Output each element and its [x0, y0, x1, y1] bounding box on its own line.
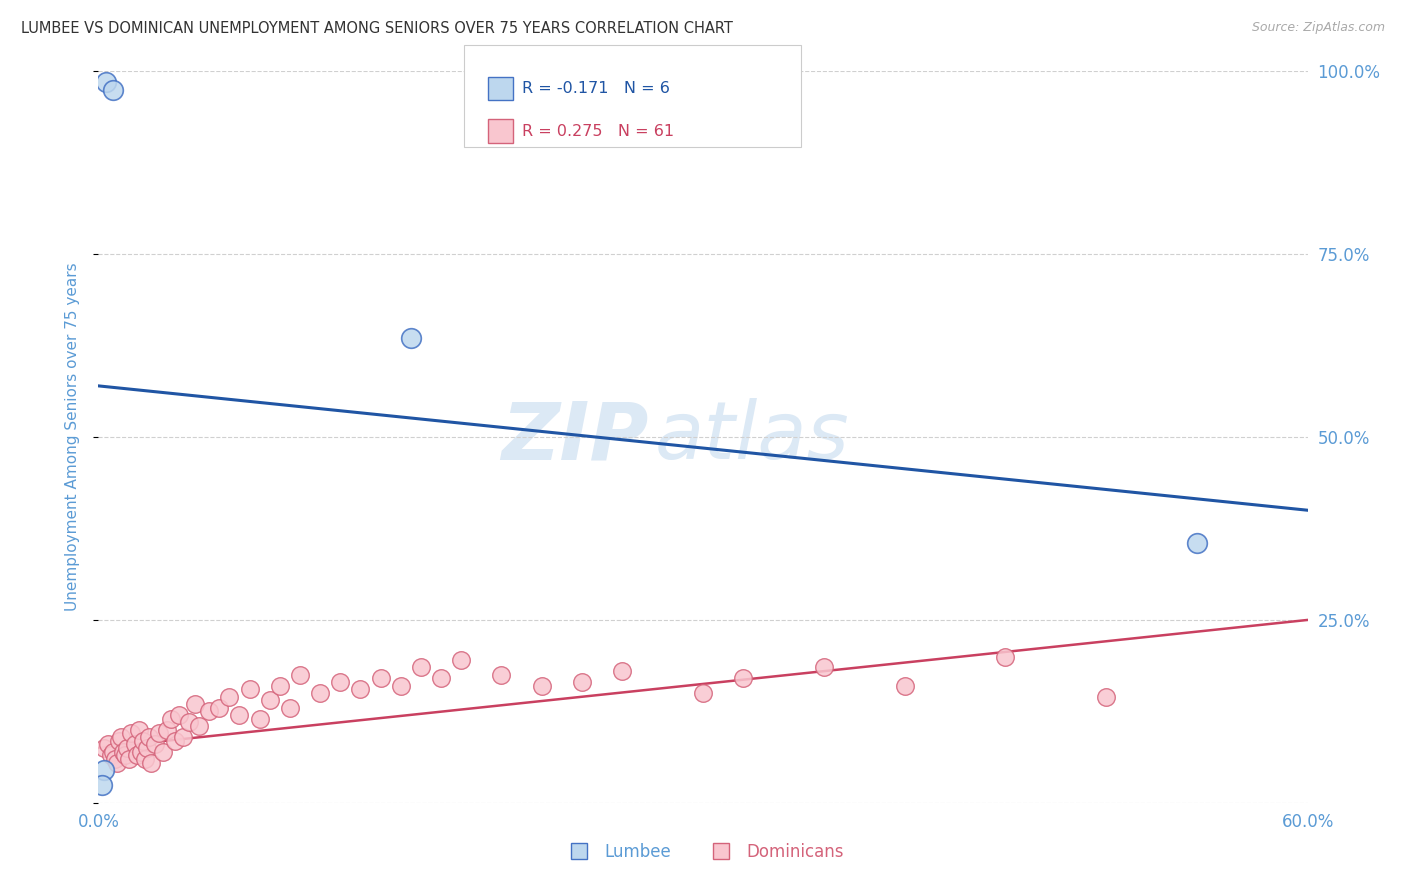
- Point: [389, 679, 412, 693]
- Point: [733, 672, 755, 686]
- Legend: Lumbee, Dominicans: Lumbee, Dominicans: [555, 837, 851, 868]
- Point: [101, 745, 124, 759]
- Point: [143, 737, 166, 751]
- Point: [134, 752, 156, 766]
- Text: R = -0.171   N = 6: R = -0.171 N = 6: [522, 81, 669, 96]
- Point: [309, 686, 332, 700]
- Y-axis label: Unemployment Among Seniors over 75 years: Unemployment Among Seniors over 75 years: [65, 263, 80, 611]
- Point: [278, 700, 301, 714]
- Point: [124, 737, 146, 751]
- Text: ZIP: ZIP: [501, 398, 648, 476]
- Point: [612, 664, 634, 678]
- Point: [430, 672, 453, 686]
- Point: [239, 682, 262, 697]
- Point: [692, 686, 714, 700]
- Text: R = 0.275   N = 61: R = 0.275 N = 61: [522, 123, 673, 138]
- Point: [1095, 690, 1118, 704]
- Point: [259, 693, 281, 707]
- Point: [93, 763, 115, 777]
- Point: [198, 705, 221, 719]
- Point: [125, 748, 148, 763]
- Point: [188, 719, 211, 733]
- Point: [111, 745, 134, 759]
- Point: [101, 83, 124, 97]
- Point: [228, 708, 250, 723]
- Point: [249, 712, 271, 726]
- Point: [129, 745, 152, 759]
- Text: Source: ZipAtlas.com: Source: ZipAtlas.com: [1251, 21, 1385, 34]
- Text: atlas: atlas: [655, 398, 849, 476]
- Point: [530, 679, 553, 693]
- Point: [172, 730, 194, 744]
- Point: [114, 748, 136, 763]
- Point: [218, 690, 240, 704]
- Point: [132, 733, 155, 747]
- Point: [994, 649, 1017, 664]
- Point: [105, 756, 128, 770]
- Point: [96, 75, 118, 89]
- Point: [160, 712, 183, 726]
- Point: [156, 723, 179, 737]
- Point: [370, 672, 392, 686]
- Point: [118, 752, 141, 766]
- Point: [571, 675, 593, 690]
- Point: [409, 660, 432, 674]
- Point: [128, 723, 150, 737]
- Point: [97, 737, 120, 751]
- Point: [208, 700, 231, 714]
- Point: [152, 745, 174, 759]
- Point: [135, 740, 157, 755]
- Point: [91, 778, 114, 792]
- Point: [269, 679, 291, 693]
- Point: [107, 733, 129, 747]
- Point: [399, 331, 422, 345]
- Point: [93, 740, 115, 755]
- Point: [139, 756, 162, 770]
- Point: [163, 733, 186, 747]
- Point: [450, 653, 472, 667]
- Point: [893, 679, 915, 693]
- Point: [184, 697, 207, 711]
- Point: [349, 682, 371, 697]
- Point: [1185, 536, 1208, 550]
- Point: [115, 740, 138, 755]
- Point: [288, 667, 311, 681]
- Point: [110, 730, 132, 744]
- Point: [179, 715, 201, 730]
- Point: [138, 730, 160, 744]
- Point: [120, 726, 142, 740]
- Text: LUMBEE VS DOMINICAN UNEMPLOYMENT AMONG SENIORS OVER 75 YEARS CORRELATION CHART: LUMBEE VS DOMINICAN UNEMPLOYMENT AMONG S…: [21, 21, 733, 36]
- Point: [491, 667, 513, 681]
- Point: [103, 752, 125, 766]
- Point: [100, 748, 122, 763]
- Point: [329, 675, 352, 690]
- Point: [813, 660, 835, 674]
- Point: [148, 726, 170, 740]
- Point: [167, 708, 190, 723]
